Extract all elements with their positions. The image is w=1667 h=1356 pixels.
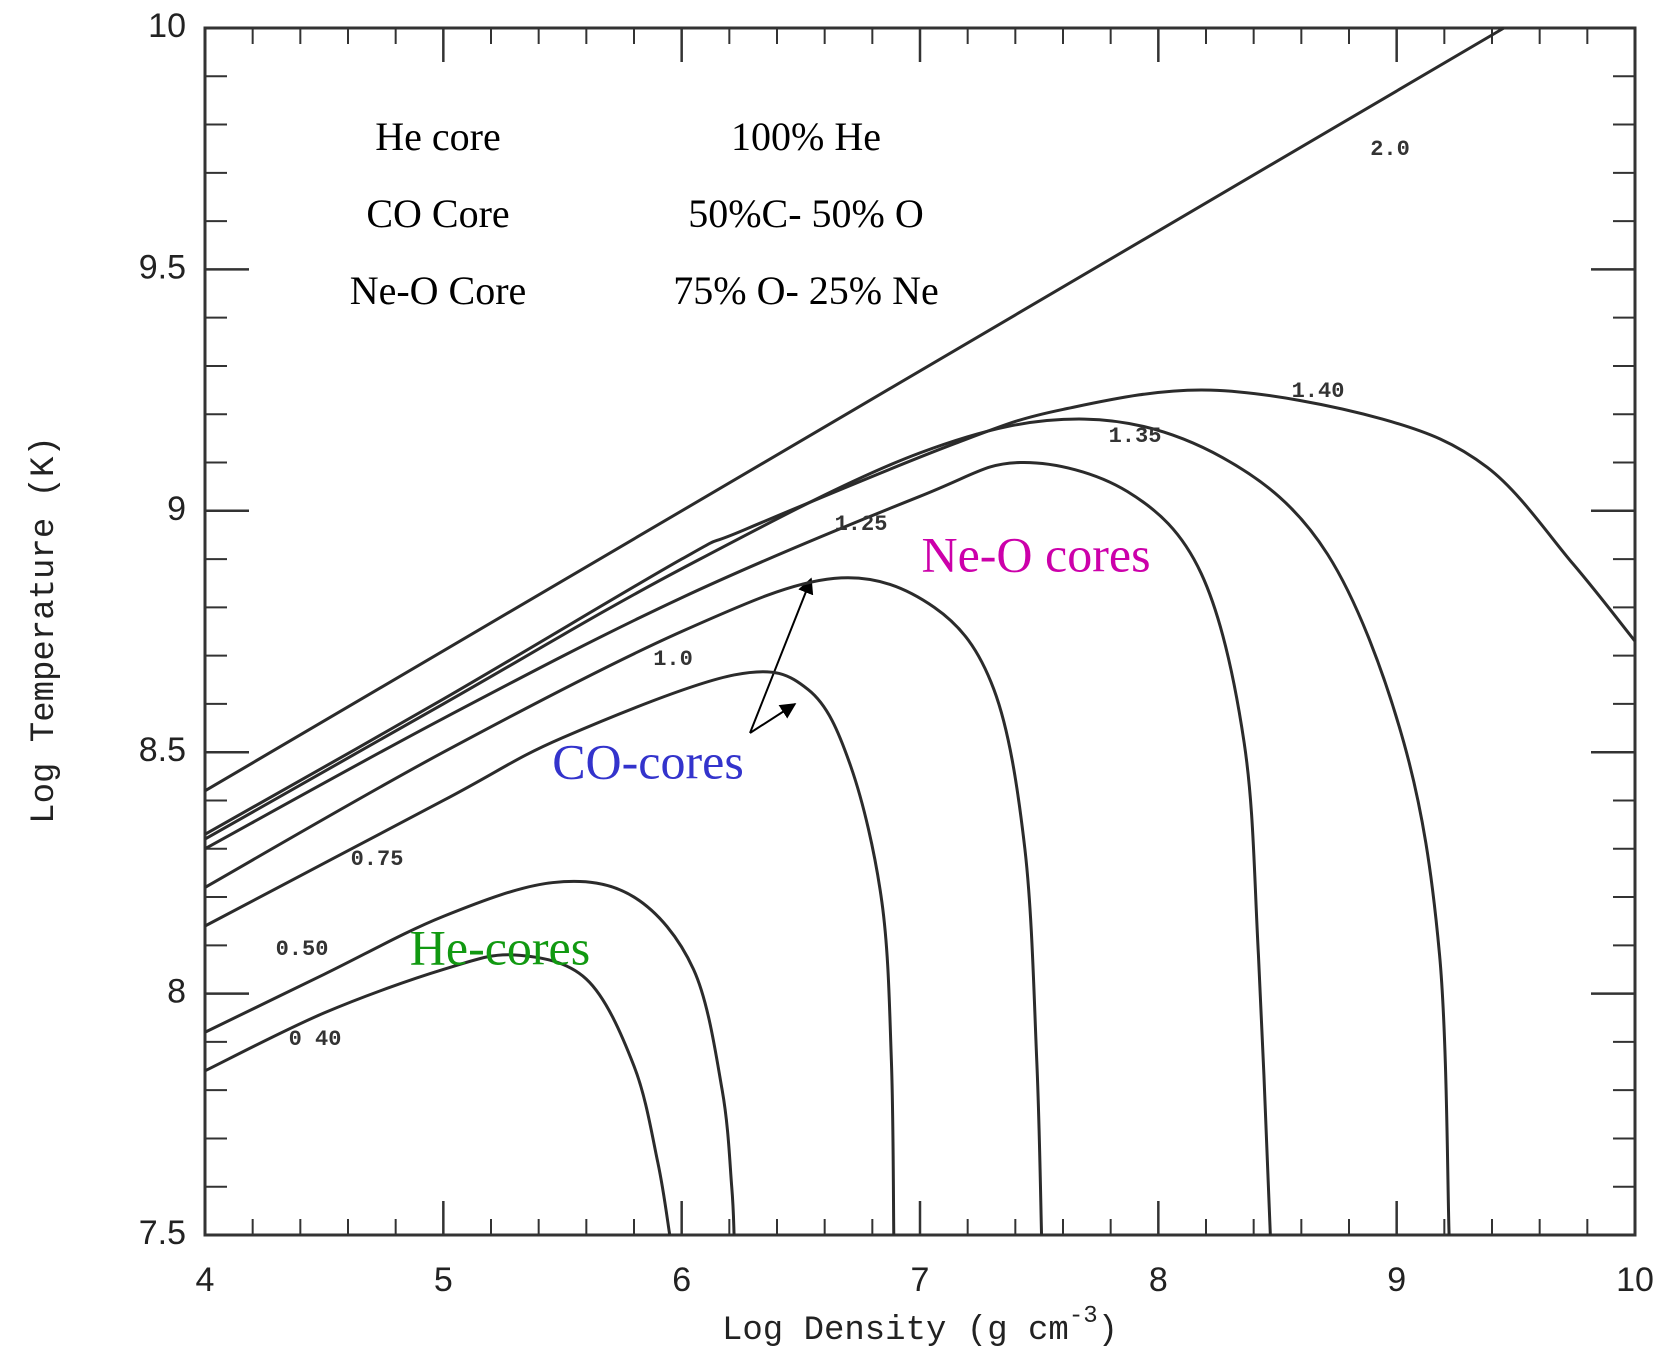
- curve-label: 0.75: [351, 847, 404, 872]
- table-cell: CO Core: [366, 191, 509, 236]
- curve: [204, 576, 1044, 1236]
- curve: [204, 670, 896, 1236]
- x-tick-label: 8: [1149, 1261, 1168, 1299]
- curve: [204, 388, 1637, 836]
- x-axis-title-main: Log Density (g cm: [722, 1312, 1069, 1350]
- y-axis-title: Log Temperature (K): [26, 436, 64, 824]
- curve-label: 1.0: [653, 647, 693, 672]
- x-tick-label: 7: [911, 1261, 930, 1299]
- annotation: He-cores: [410, 919, 590, 975]
- table-cell: He core: [375, 114, 500, 159]
- y-tick-label: 9.5: [139, 248, 186, 286]
- x-axis-title: Log Density (g cm-3): [722, 1303, 1118, 1350]
- x-tick-label: 5: [434, 1261, 453, 1299]
- x-tick-label: 4: [196, 1261, 215, 1299]
- x-axis-title-end: ): [1098, 1312, 1118, 1350]
- x-axis-title-sup: -3: [1069, 1303, 1098, 1330]
- y-tick-label: 9: [167, 490, 186, 528]
- table-cell: 100% He: [731, 114, 881, 159]
- y-tick-label: 8: [167, 973, 186, 1011]
- curve-label: 1.40: [1292, 379, 1345, 404]
- table-cell: 75% O- 25% Ne: [673, 268, 939, 313]
- curve: [204, 953, 672, 1236]
- y-tick-label: 7.5: [139, 1214, 186, 1252]
- y-tick-label: 8.5: [139, 731, 186, 769]
- x-tick-label: 10: [1616, 1261, 1654, 1299]
- curve-label: 0.50: [276, 937, 329, 962]
- annotation: CO-cores: [552, 733, 744, 789]
- curve: [204, 26, 1505, 793]
- table-cell: 50%C- 50% O: [688, 191, 924, 236]
- table-cell: Ne-O Core: [350, 268, 527, 313]
- y-tick-label: 10: [148, 7, 186, 45]
- curve: [204, 417, 1451, 1236]
- x-tick-label: 9: [1387, 1261, 1406, 1299]
- arrow: [749, 703, 797, 734]
- curve-label: 0 40: [289, 1027, 342, 1052]
- curve-label: 1.35: [1109, 424, 1162, 449]
- legend-box: [252, 98, 991, 332]
- annotation: Ne-O cores: [921, 526, 1150, 582]
- x-tick-label: 6: [672, 1261, 691, 1299]
- arrow: [749, 577, 814, 734]
- curve: [204, 879, 736, 1236]
- curve-label: 2.0: [1370, 137, 1410, 162]
- curve: [204, 461, 1272, 1236]
- curve-label: 1.25: [835, 512, 888, 537]
